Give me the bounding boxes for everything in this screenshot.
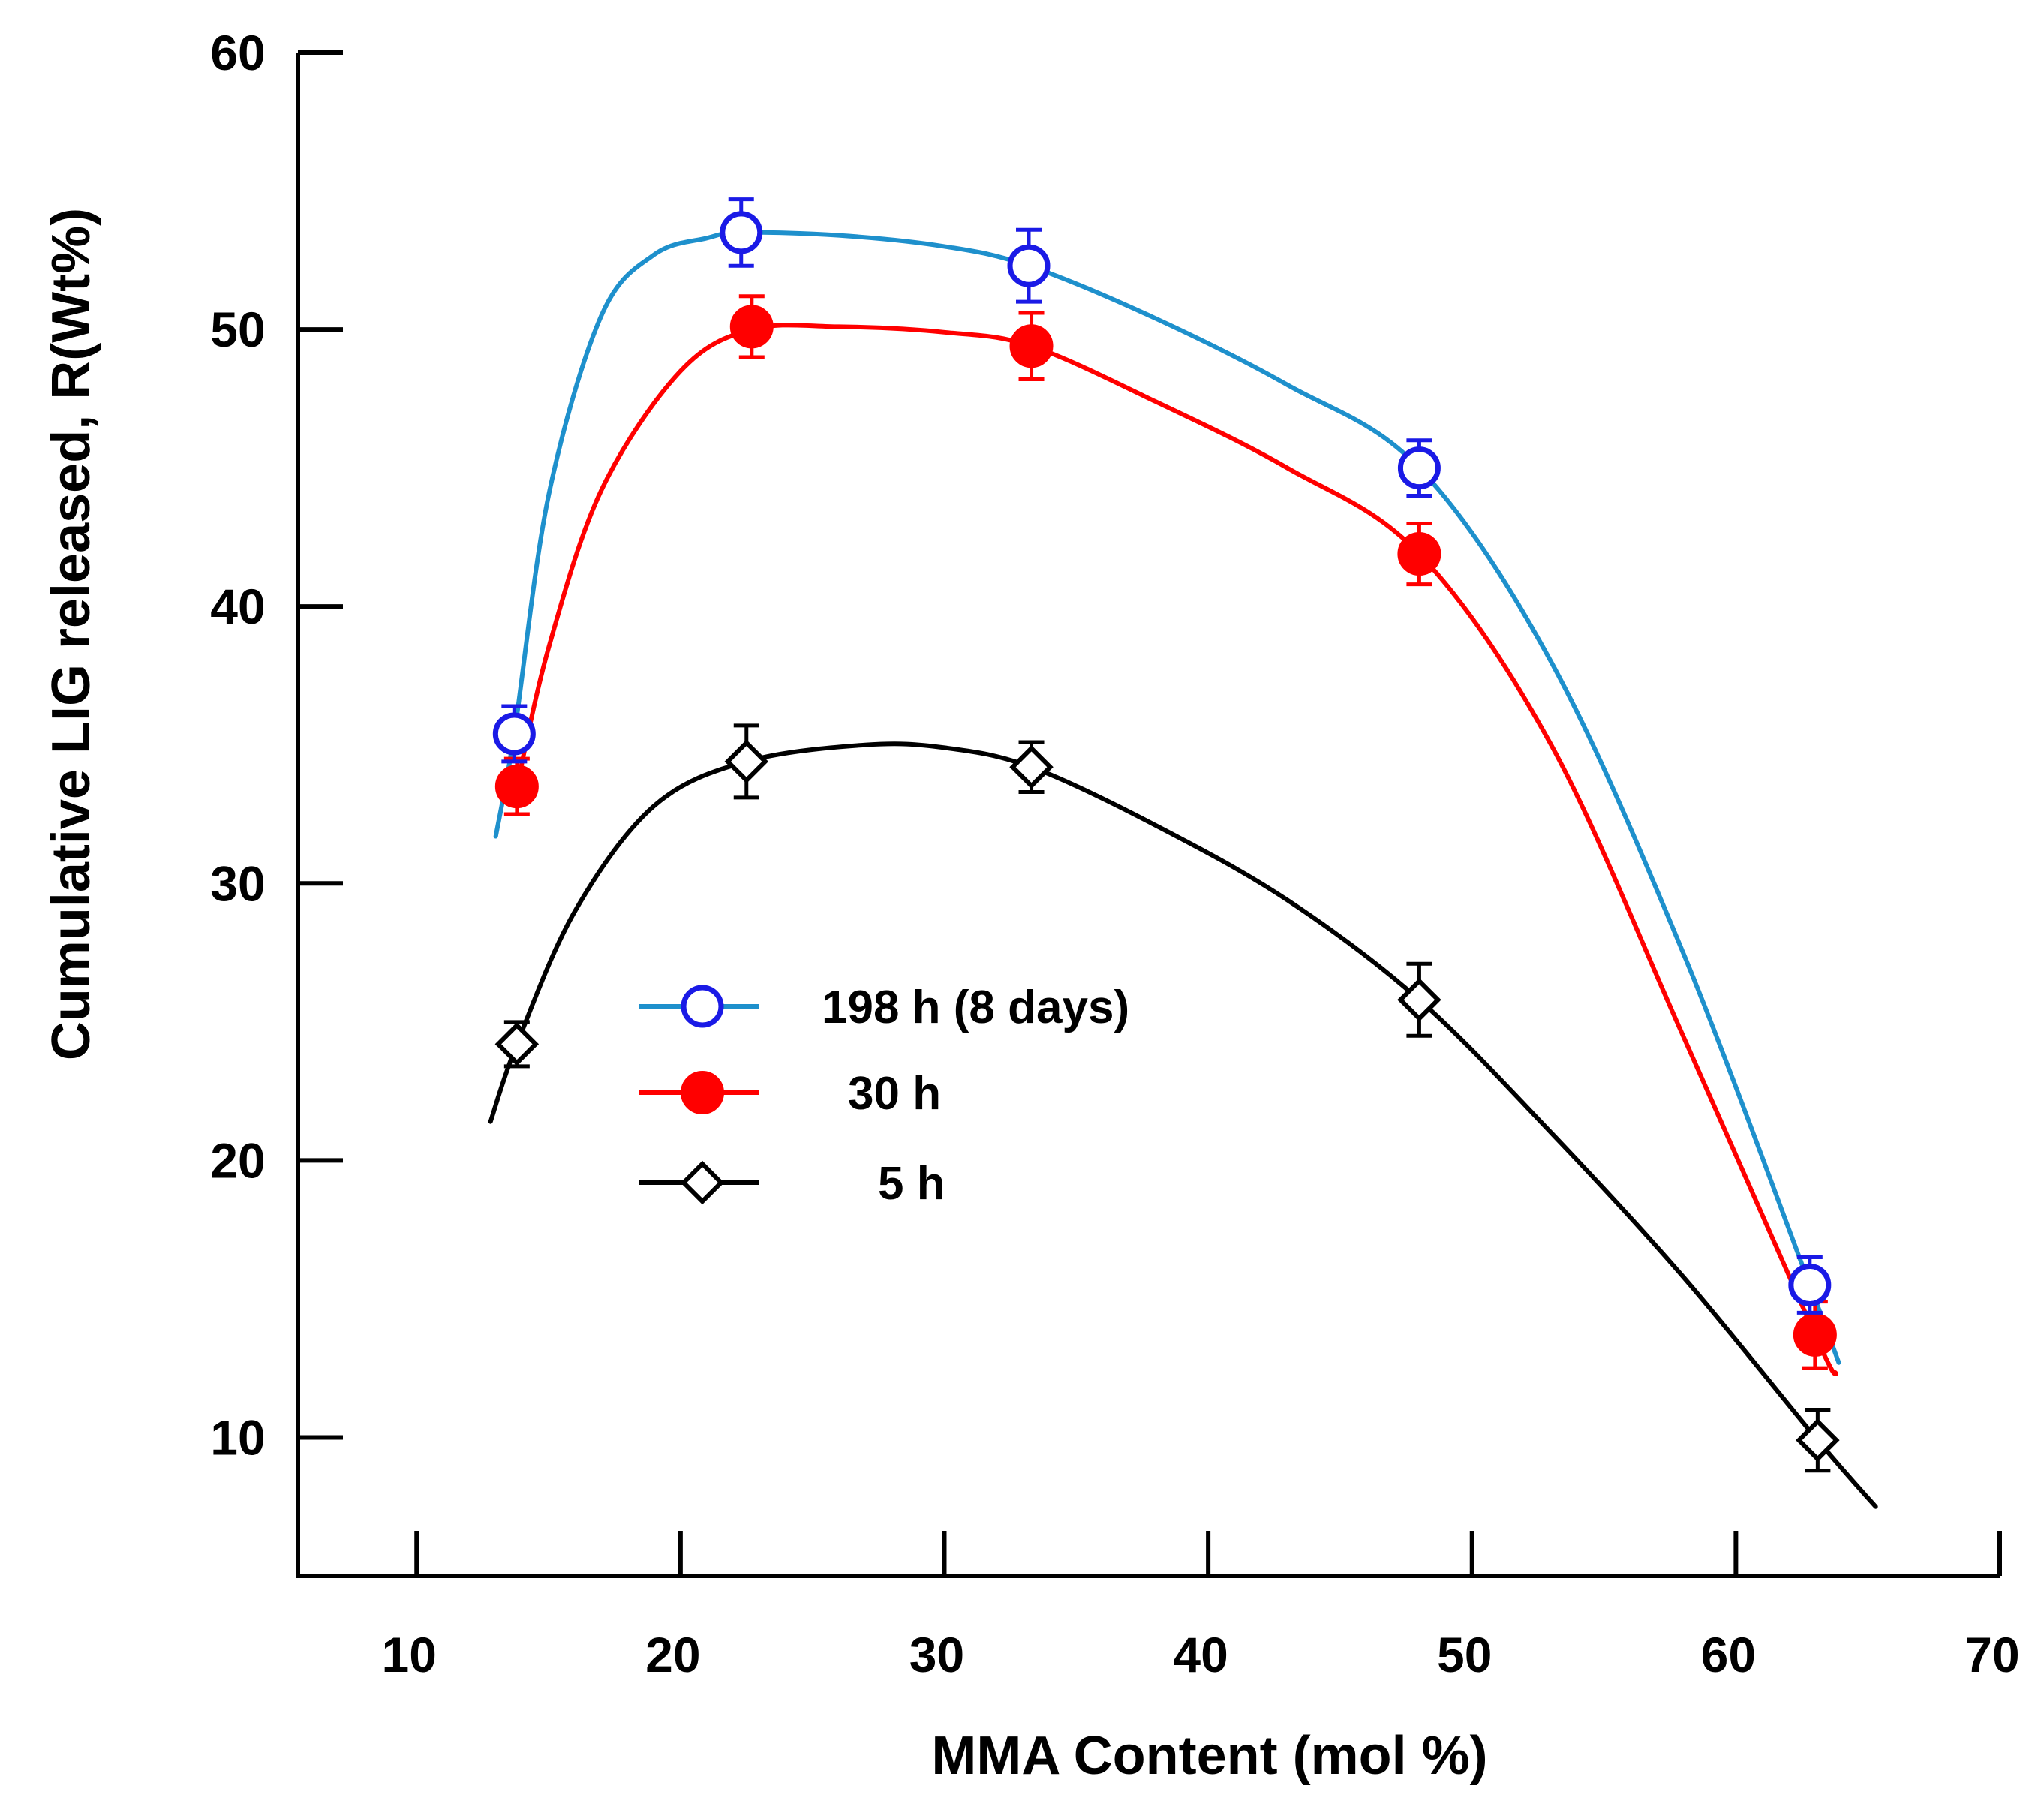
marker-open-circle <box>1397 446 1441 490</box>
data-point <box>720 197 763 268</box>
legend-label: 5 h <box>878 1158 945 1210</box>
y-axis-title: Cumulative LIG released, R(Wt%) <box>41 208 101 1060</box>
legend: 198 h (8 days) 30 h 5 h <box>639 982 1129 1210</box>
data-point <box>1009 311 1054 382</box>
data-point <box>724 723 769 800</box>
data-point <box>1397 521 1441 587</box>
x-axis-title: MMA Content (mol %) <box>931 1726 1487 1786</box>
marker-filled-circle <box>729 305 774 349</box>
legend-label: 30 h <box>848 1068 941 1120</box>
marker-open-diamond <box>1397 978 1441 1022</box>
y-tick-label: 60 <box>210 25 265 80</box>
legend-item: 5 h <box>639 1158 945 1210</box>
marker-open-diamond <box>494 1022 540 1066</box>
data-point <box>1796 1408 1840 1473</box>
legend-item: 30 h <box>639 1068 941 1120</box>
data-point <box>1397 438 1441 498</box>
legend-marker <box>681 1071 724 1114</box>
data-point <box>492 704 536 764</box>
marker-open-circle <box>1007 244 1051 287</box>
x-tick-label: 20 <box>645 1627 700 1682</box>
data-point <box>1788 1255 1832 1315</box>
x-tick-label: 60 <box>1701 1627 1756 1682</box>
marker-open-diamond <box>724 739 769 784</box>
marker-filled-circle <box>1793 1312 1837 1357</box>
series-line-2 <box>488 741 1878 1509</box>
y-tick-label: 40 <box>210 579 265 634</box>
x-tick-label: 50 <box>1437 1627 1492 1682</box>
x-tick-label: 70 <box>1964 1627 2019 1682</box>
y-tick-label: 30 <box>210 855 265 911</box>
marker-filled-circle <box>1009 324 1054 368</box>
x-tick-label: 40 <box>1173 1627 1228 1682</box>
marker-open-circle <box>492 712 536 756</box>
series-markers <box>492 197 1840 1473</box>
data-point <box>494 756 539 816</box>
legend-marker <box>680 1160 725 1205</box>
axes: 10 20 30 40 50 60 10 20 30 40 50 60 70 <box>210 25 2019 1682</box>
y-tick-label: 20 <box>210 1132 265 1188</box>
series-line-1 <box>514 323 1838 1376</box>
marker-open-circle <box>720 211 763 254</box>
legend-label: 198 h (8 days) <box>822 982 1129 1033</box>
marker-open-diamond <box>1796 1418 1840 1463</box>
data-point <box>1007 227 1051 304</box>
legend-item: 198 h (8 days) <box>639 982 1129 1033</box>
data-point <box>494 1020 540 1069</box>
data-point <box>1793 1300 1837 1370</box>
data-point <box>1009 740 1054 794</box>
x-tick-label: 30 <box>909 1627 964 1682</box>
legend-marker <box>681 985 724 1028</box>
y-tick-label: 10 <box>210 1409 265 1465</box>
data-point <box>1397 961 1441 1038</box>
y-tick-label: 50 <box>210 302 265 357</box>
marker-open-diamond <box>1009 745 1054 789</box>
marker-filled-circle <box>494 765 539 809</box>
data-point <box>729 294 774 359</box>
x-tick-label: 10 <box>382 1627 437 1682</box>
marker-filled-circle <box>1397 532 1441 576</box>
series-curves <box>488 230 1878 1509</box>
marker-open-circle <box>1788 1263 1832 1306</box>
